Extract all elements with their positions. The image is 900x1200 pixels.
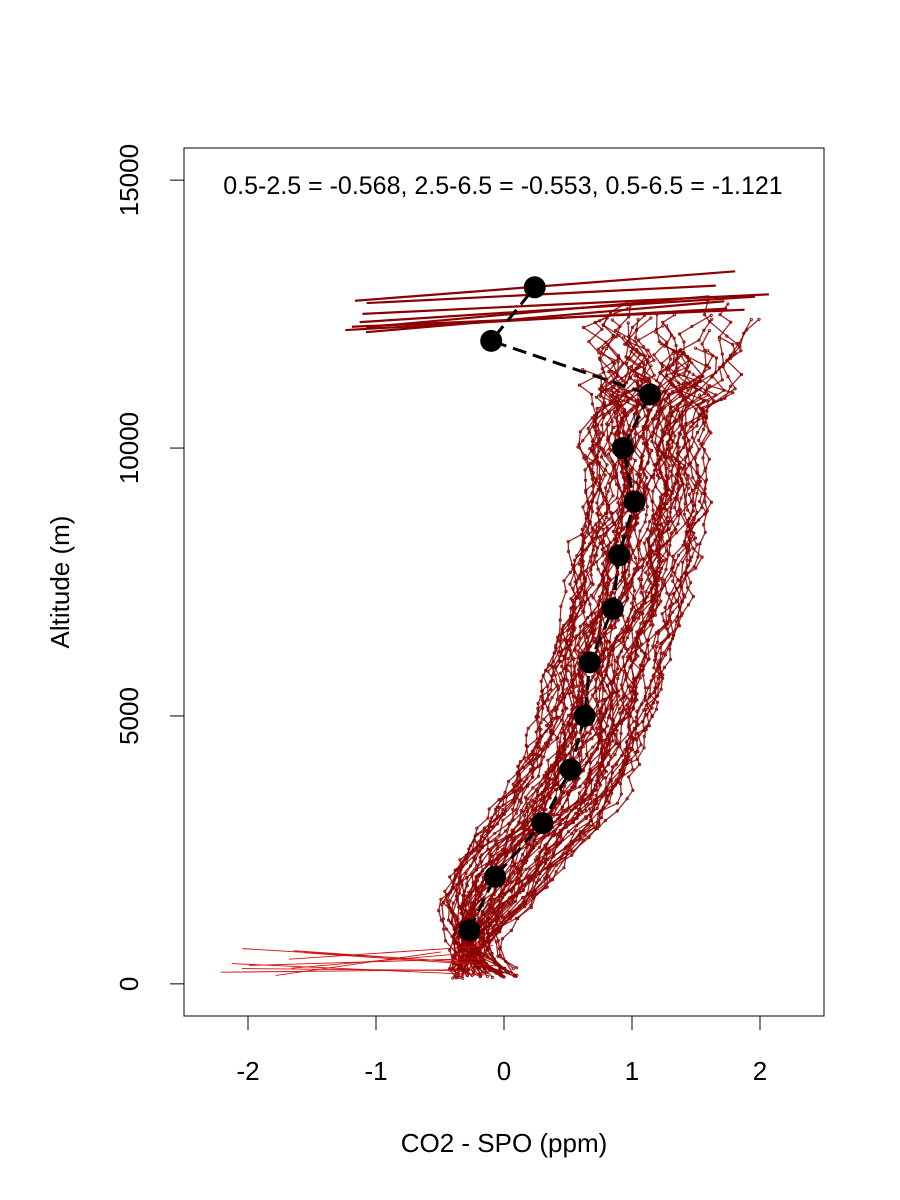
profile-trace — [474, 319, 752, 977]
profile-straggler — [293, 950, 461, 963]
profile-straggler — [365, 300, 725, 334]
mean-profile-point — [458, 919, 481, 942]
mean-profile-point — [523, 276, 546, 299]
profile-straggler — [249, 957, 485, 966]
y-tick-label: 5000 — [114, 687, 144, 745]
profile-markers — [440, 312, 625, 974]
mean-profile-point — [601, 597, 624, 620]
profile-trace — [450, 381, 613, 973]
profile-trace — [478, 394, 704, 978]
profile-trace — [451, 348, 608, 974]
x-tick-label: -1 — [364, 1056, 387, 1086]
profile-straggler — [291, 952, 469, 969]
profile-straggler — [231, 963, 485, 976]
x-axis: -2 -1 0 1 2 — [236, 1015, 767, 1086]
profile-straggler — [241, 968, 460, 971]
x-tick-label: 1 — [625, 1056, 639, 1086]
profile-trace — [468, 384, 688, 970]
profile-trace — [466, 302, 643, 970]
mean-profile-point — [480, 329, 503, 352]
profile-markers — [453, 303, 648, 972]
profile-markers — [477, 393, 705, 979]
x-axis-title: CO2 - SPO (ppm) — [401, 1128, 608, 1158]
profile-trace — [457, 350, 718, 974]
y-axis-title: Altitude (m) — [45, 516, 75, 649]
profile-trace — [451, 358, 678, 976]
y-tick-label: 15000 — [114, 144, 144, 216]
mean-points-layer — [458, 276, 661, 942]
profile-straggler — [304, 952, 497, 967]
profile-markers — [473, 318, 753, 979]
y-tick-label: 0 — [114, 977, 144, 991]
mean-profile-point — [573, 704, 596, 727]
profile-trace — [438, 358, 629, 974]
profile-markers — [451, 330, 673, 980]
profile-trace — [441, 313, 624, 973]
mean-profile-point — [531, 812, 554, 835]
y-axis: 0 5000 10000 15000 — [114, 144, 185, 991]
profile-straggler — [351, 308, 745, 328]
y-tick-label: 10000 — [114, 412, 144, 484]
profile-trace — [454, 304, 647, 971]
profile-trace — [455, 343, 641, 974]
mean-profile-point — [578, 651, 601, 674]
mean-profile-point — [608, 544, 631, 567]
profile-straggler — [288, 945, 493, 960]
profile-trace — [450, 301, 742, 971]
x-tick-label: 2 — [753, 1056, 767, 1086]
mean-profile-point — [612, 437, 635, 460]
x-tick-label: 0 — [497, 1056, 511, 1086]
mean-profile-point — [638, 383, 661, 406]
profile-trace — [466, 345, 692, 974]
profile-trace — [460, 383, 690, 979]
profile-straggler — [366, 295, 710, 329]
profile-trace — [486, 397, 669, 973]
profile-trace — [477, 349, 691, 969]
mean-profile-point — [484, 865, 507, 888]
profile-trace — [452, 331, 672, 979]
profile-trace — [486, 347, 714, 972]
stats-annotation: 0.5-2.5 = -0.568, 2.5-6.5 = -0.553, 0.5-… — [223, 172, 782, 200]
mean-profile-point — [559, 758, 582, 781]
x-tick-label: -2 — [236, 1056, 259, 1086]
mean-profile-point — [623, 490, 646, 513]
